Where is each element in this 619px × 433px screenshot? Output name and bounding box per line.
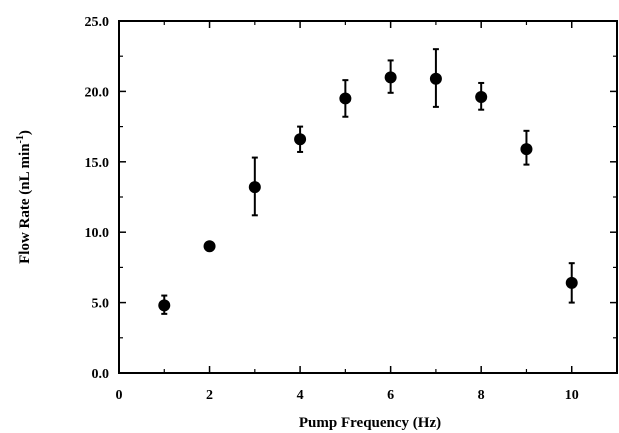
- y-axis-title: Flow Rate (nL min-1): [15, 130, 33, 264]
- data-point: [339, 92, 352, 105]
- data-point: [475, 91, 488, 104]
- data-point: [384, 71, 397, 84]
- y-axis-title-superscript: -1: [15, 135, 26, 143]
- data-point: [565, 276, 578, 289]
- data-point: [429, 72, 442, 85]
- data-point: [158, 299, 171, 312]
- y-tick-label: 5.0: [92, 297, 110, 312]
- y-tick-label: 20.0: [85, 85, 110, 100]
- data-points-layer: [158, 71, 578, 312]
- y-tick-label: 15.0: [85, 156, 110, 171]
- y-tick-label: 10.0: [85, 226, 110, 241]
- x-tick-label: 6: [387, 388, 394, 403]
- error-bars-layer: [161, 48, 575, 315]
- plot-frame: [118, 20, 618, 374]
- tick-labels-layer: 0 2 4 6 8 10 0.0 5.0 10.0 15.0 20.0 25.0: [85, 15, 579, 403]
- y-tick-label: 0.0: [92, 367, 110, 382]
- x-tick-label: 2: [206, 388, 213, 403]
- x-tick-label: 10: [565, 388, 579, 403]
- x-tick-label: 0: [116, 388, 123, 403]
- data-point: [520, 143, 533, 156]
- data-point: [294, 133, 307, 146]
- x-tick-label: 8: [478, 388, 485, 403]
- y-axis-title-main: Flow Rate (nL min: [17, 143, 33, 264]
- x-tick-label: 4: [297, 388, 304, 403]
- x-axis-title: Pump Frequency (Hz): [299, 415, 441, 431]
- y-axis-title-close: ): [17, 130, 33, 135]
- y-tick-label: 25.0: [85, 15, 110, 30]
- ticks-layer: [118, 20, 617, 374]
- data-point: [248, 181, 261, 194]
- data-point: [203, 240, 216, 253]
